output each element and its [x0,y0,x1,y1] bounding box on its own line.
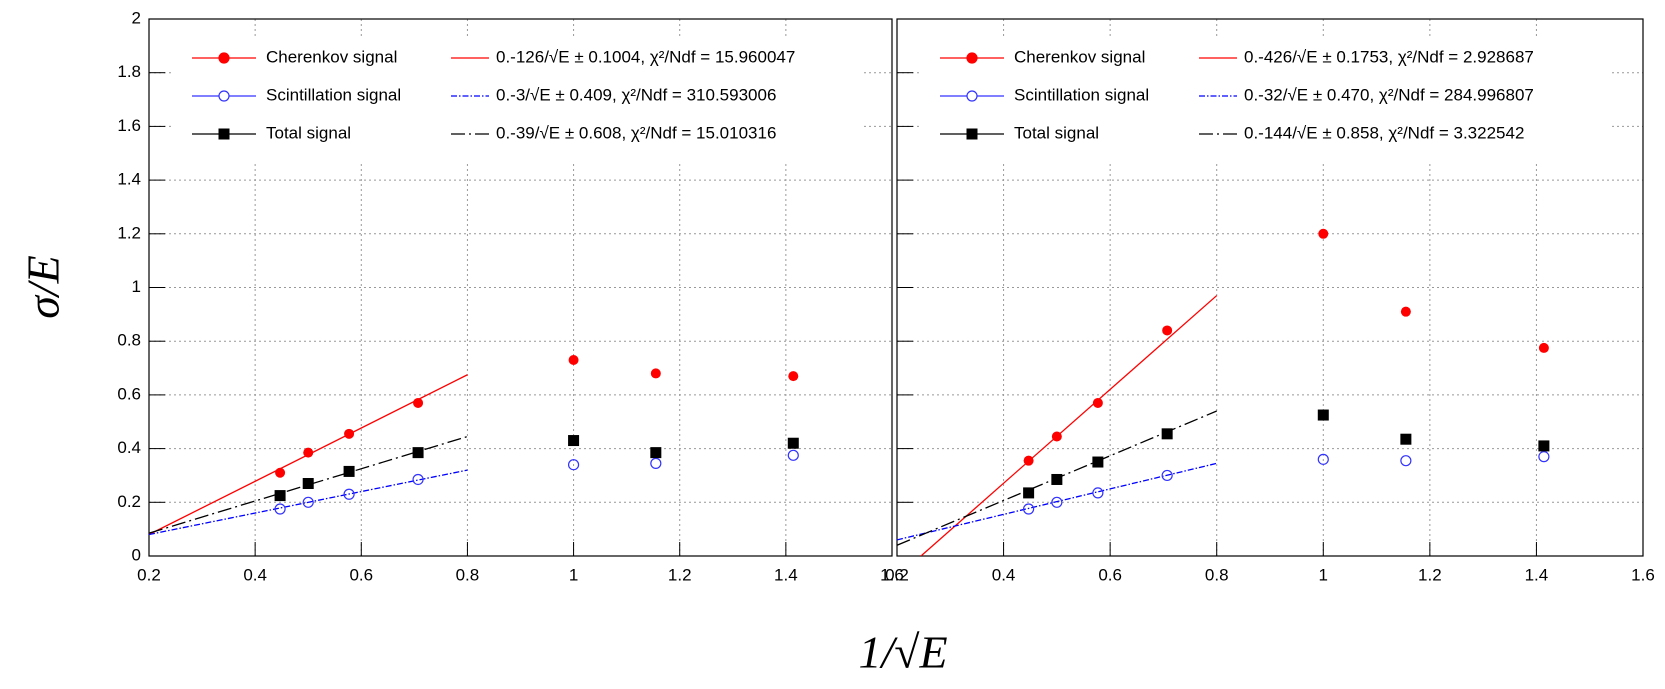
marker [1092,397,1103,408]
legend-marker [218,128,230,140]
marker [568,435,580,447]
marker [344,428,355,439]
marker [568,354,579,365]
marker [1317,453,1329,465]
x-tick-label: 1.4 [1525,565,1549,584]
legend-marker [966,128,978,140]
x-axis-label: 1/√E [858,627,947,678]
y-tick-label: 0.2 [117,492,141,511]
marker [412,473,424,486]
y-tick-label: 2 [132,8,141,27]
legend-marker [218,90,230,102]
legend-marker [966,52,978,64]
marker [788,371,799,382]
y-axis-label: σ/E [18,255,69,319]
marker [650,457,662,469]
marker [787,449,799,461]
marker [274,503,286,515]
legend-label: Scintillation signal [1014,85,1149,104]
y-tick-label: 1.2 [117,223,141,242]
y-tick-label: 1.8 [117,62,141,81]
marker [412,447,424,459]
marker [1400,455,1412,467]
y-tick-label: 1 [132,277,141,296]
marker [343,488,355,500]
marker [1538,342,1549,353]
marker [1318,228,1329,239]
y-tick-label: 0.6 [117,384,141,403]
legend-label: 0.-39/√E ± 0.608, χ²/Ndf = 15.010316 [496,123,776,142]
marker [1023,503,1035,515]
x-tick-label: 0.6 [349,565,373,584]
y-tick-label: 1.6 [117,116,141,135]
legend-box [919,37,1609,161]
marker [302,478,314,490]
plot-area [897,228,1550,556]
marker [1023,487,1035,499]
legend-label: Total signal [266,123,351,142]
x-tick-label: 1 [569,565,578,584]
x-tick-label: 1.2 [1418,565,1442,584]
marker [1538,451,1550,463]
marker [1162,325,1173,336]
legend-label: Scintillation signal [266,85,401,104]
x-tick-label: 0.2 [137,565,161,584]
y-tick-label: 0 [132,545,141,564]
marker [1161,469,1173,482]
marker [1023,455,1034,466]
plot-area [149,354,799,536]
marker [1092,487,1104,499]
x-tick-label: 0.2 [885,565,909,584]
x-tick-label: 1.6 [1631,565,1655,584]
marker [1092,456,1104,468]
fit-line [920,295,1218,556]
y-tick-label: 0.4 [117,438,141,457]
fit-line [149,469,468,536]
marker [1538,440,1550,452]
x-tick-label: 1.4 [774,565,798,584]
x-tick-label: 0.8 [456,565,480,584]
marker [274,490,286,502]
x-tick-label: 0.4 [243,565,267,584]
marker [1400,306,1411,317]
marker [413,397,424,408]
x-tick-label: 1 [1319,565,1328,584]
marker [343,465,355,477]
x-tick-label: 1.2 [668,565,692,584]
marker [567,459,580,471]
marker [1400,433,1412,445]
marker [1051,431,1062,442]
x-tick-label: 0.8 [1205,565,1229,584]
marker [1051,496,1063,508]
legend-label: Cherenkov signal [1014,47,1145,66]
marker [302,496,314,508]
x-tick-label: 0.6 [1098,565,1122,584]
x-tick-label: 1.6 [880,565,904,584]
marker [1317,409,1329,421]
frame [896,18,1644,557]
legend-label: Cherenkov signal [266,47,397,66]
legend-marker [218,52,230,64]
marker [303,447,314,458]
legend-label: 0.-3/√E ± 0.409, χ²/Ndf = 310.593006 [496,85,776,104]
marker [650,368,661,379]
marker [650,447,662,459]
frame [148,18,893,557]
marker [1161,428,1173,440]
marker [275,467,286,478]
legend-marker [966,90,978,102]
marker [1051,473,1063,485]
marker [787,437,799,449]
legend-label: 0.-32/√E ± 0.470, χ²/Ndf = 284.996807 [1244,85,1534,104]
fit-line [897,462,1217,541]
y-tick-label: 1.4 [117,170,141,189]
legend-label: 0.-144/√E ± 0.858, χ²/Ndf = 3.322542 [1244,123,1524,142]
legend-box [171,37,861,161]
y-tick-label: 0.8 [117,331,141,350]
x-tick-label: 0.4 [992,565,1016,584]
legend-label: Total signal [1014,123,1099,142]
legend-label: 0.-126/√E ± 0.1004, χ²/Ndf = 15.960047 [496,47,795,66]
legend-label: 0.-426/√E ± 0.1753, χ²/Ndf = 2.928687 [1244,47,1534,66]
